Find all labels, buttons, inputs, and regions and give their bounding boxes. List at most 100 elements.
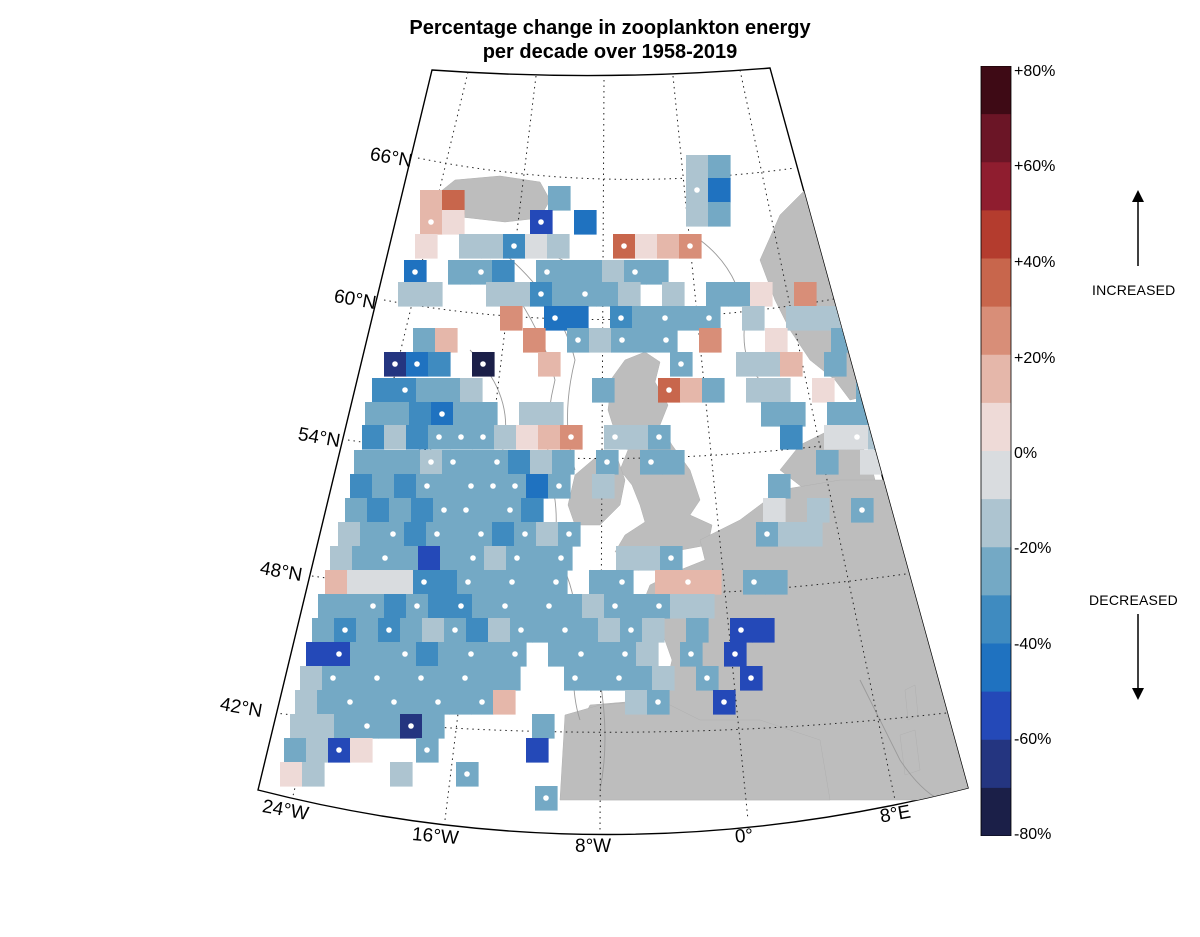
significance-dot bbox=[402, 387, 408, 393]
grid-cell bbox=[589, 328, 612, 353]
significance-dot bbox=[412, 269, 418, 275]
grid-cell bbox=[372, 642, 395, 667]
grid-cell bbox=[464, 450, 487, 475]
grid-cell bbox=[816, 450, 839, 475]
significance-dot bbox=[480, 361, 486, 367]
significance-dot bbox=[538, 291, 544, 297]
grid-cell bbox=[525, 234, 548, 259]
grid-cell bbox=[372, 474, 395, 499]
parallel-66N bbox=[417, 157, 796, 180]
grid-cell bbox=[376, 450, 399, 475]
grid-cell bbox=[827, 402, 850, 427]
grid-cell bbox=[528, 546, 551, 571]
colorbar-band bbox=[981, 739, 1011, 789]
grid-cell bbox=[692, 594, 715, 619]
grid-cell bbox=[526, 474, 549, 499]
grid-cell bbox=[438, 642, 461, 667]
grid-cell bbox=[686, 618, 709, 643]
significance-dot bbox=[392, 361, 398, 367]
grid-cell bbox=[360, 522, 383, 547]
significance-dot bbox=[330, 675, 336, 681]
significance-dot bbox=[751, 579, 757, 585]
grid-cell bbox=[626, 425, 649, 450]
significance-dot bbox=[436, 434, 442, 440]
grid-cell bbox=[763, 498, 786, 523]
land-iberia bbox=[559, 699, 831, 801]
significance-dot bbox=[552, 315, 558, 321]
colorbar-tick-minus-80: -80% bbox=[1014, 826, 1052, 843]
colorbar-band bbox=[981, 66, 1011, 115]
significance-dot bbox=[428, 219, 434, 225]
grid-cell bbox=[387, 402, 410, 427]
significance-dot bbox=[512, 651, 518, 657]
significance-dot bbox=[575, 337, 581, 343]
significance-dot bbox=[619, 579, 625, 585]
colorbar-tick-plus-40: +40% bbox=[1014, 254, 1056, 271]
significance-dot bbox=[414, 361, 420, 367]
grid-cell bbox=[699, 328, 722, 353]
grid-cell bbox=[574, 210, 597, 235]
grid-cell bbox=[576, 618, 599, 643]
grid-cell bbox=[699, 570, 722, 595]
grid-cell bbox=[435, 328, 458, 353]
grid-cell bbox=[635, 234, 658, 259]
increased-arrow-icon bbox=[1132, 190, 1144, 266]
grid-cell bbox=[428, 352, 451, 377]
significance-dot bbox=[687, 243, 693, 249]
grid-cell bbox=[347, 570, 370, 595]
grid-cell bbox=[325, 570, 348, 595]
grid-cell bbox=[340, 594, 363, 619]
grid-cell bbox=[800, 522, 823, 547]
significance-dot bbox=[418, 675, 424, 681]
grid-cell bbox=[519, 402, 542, 427]
grid-cell bbox=[761, 402, 784, 427]
grid-cell bbox=[493, 690, 516, 715]
significance-dot bbox=[408, 723, 414, 729]
colorbar-band bbox=[981, 691, 1011, 741]
grid-cell bbox=[768, 378, 791, 403]
grid-cell bbox=[558, 260, 581, 285]
grid-cell bbox=[904, 450, 927, 475]
grid-cell bbox=[398, 450, 421, 475]
grid-cell bbox=[391, 570, 414, 595]
grid-cell bbox=[411, 498, 434, 523]
grid-cell bbox=[284, 738, 307, 763]
significance-dot bbox=[663, 337, 669, 343]
grid-cell bbox=[418, 546, 441, 571]
grid-cell bbox=[448, 522, 471, 547]
grid-cell bbox=[306, 642, 329, 667]
grid-cell bbox=[479, 570, 502, 595]
grid-cell bbox=[416, 642, 439, 667]
grid-cell bbox=[416, 378, 439, 403]
significance-dot bbox=[546, 603, 552, 609]
significance-dot bbox=[347, 699, 353, 705]
grid-cell bbox=[532, 714, 555, 739]
colorbar-tick-plus-60: +60% bbox=[1014, 158, 1056, 175]
significance-dot bbox=[543, 795, 549, 801]
significance-dot bbox=[382, 555, 388, 561]
grid-cell bbox=[406, 425, 429, 450]
grid-cell bbox=[389, 498, 412, 523]
colorbar-band bbox=[981, 258, 1011, 308]
grid-cell bbox=[900, 378, 923, 403]
grid-cell bbox=[566, 306, 589, 331]
grid-cell bbox=[384, 425, 407, 450]
grid-cell bbox=[758, 352, 781, 377]
grid-cell bbox=[354, 450, 377, 475]
grid-cell bbox=[655, 570, 678, 595]
significance-dot bbox=[514, 555, 520, 561]
grid-cell bbox=[807, 498, 830, 523]
significance-dot bbox=[678, 361, 684, 367]
grid-cell bbox=[526, 738, 549, 763]
grid-cell bbox=[596, 282, 619, 307]
grid-cell bbox=[367, 498, 390, 523]
grid-cell bbox=[552, 282, 575, 307]
land-sardinia bbox=[899, 729, 921, 776]
significance-dot bbox=[666, 387, 672, 393]
grid-cell bbox=[317, 690, 340, 715]
colorbar-tick-minus-60: -60% bbox=[1014, 731, 1052, 748]
decreased-arrow-icon bbox=[1132, 614, 1144, 700]
grid-cell bbox=[618, 282, 641, 307]
grid-cell bbox=[538, 425, 561, 450]
grid-cell bbox=[670, 594, 693, 619]
